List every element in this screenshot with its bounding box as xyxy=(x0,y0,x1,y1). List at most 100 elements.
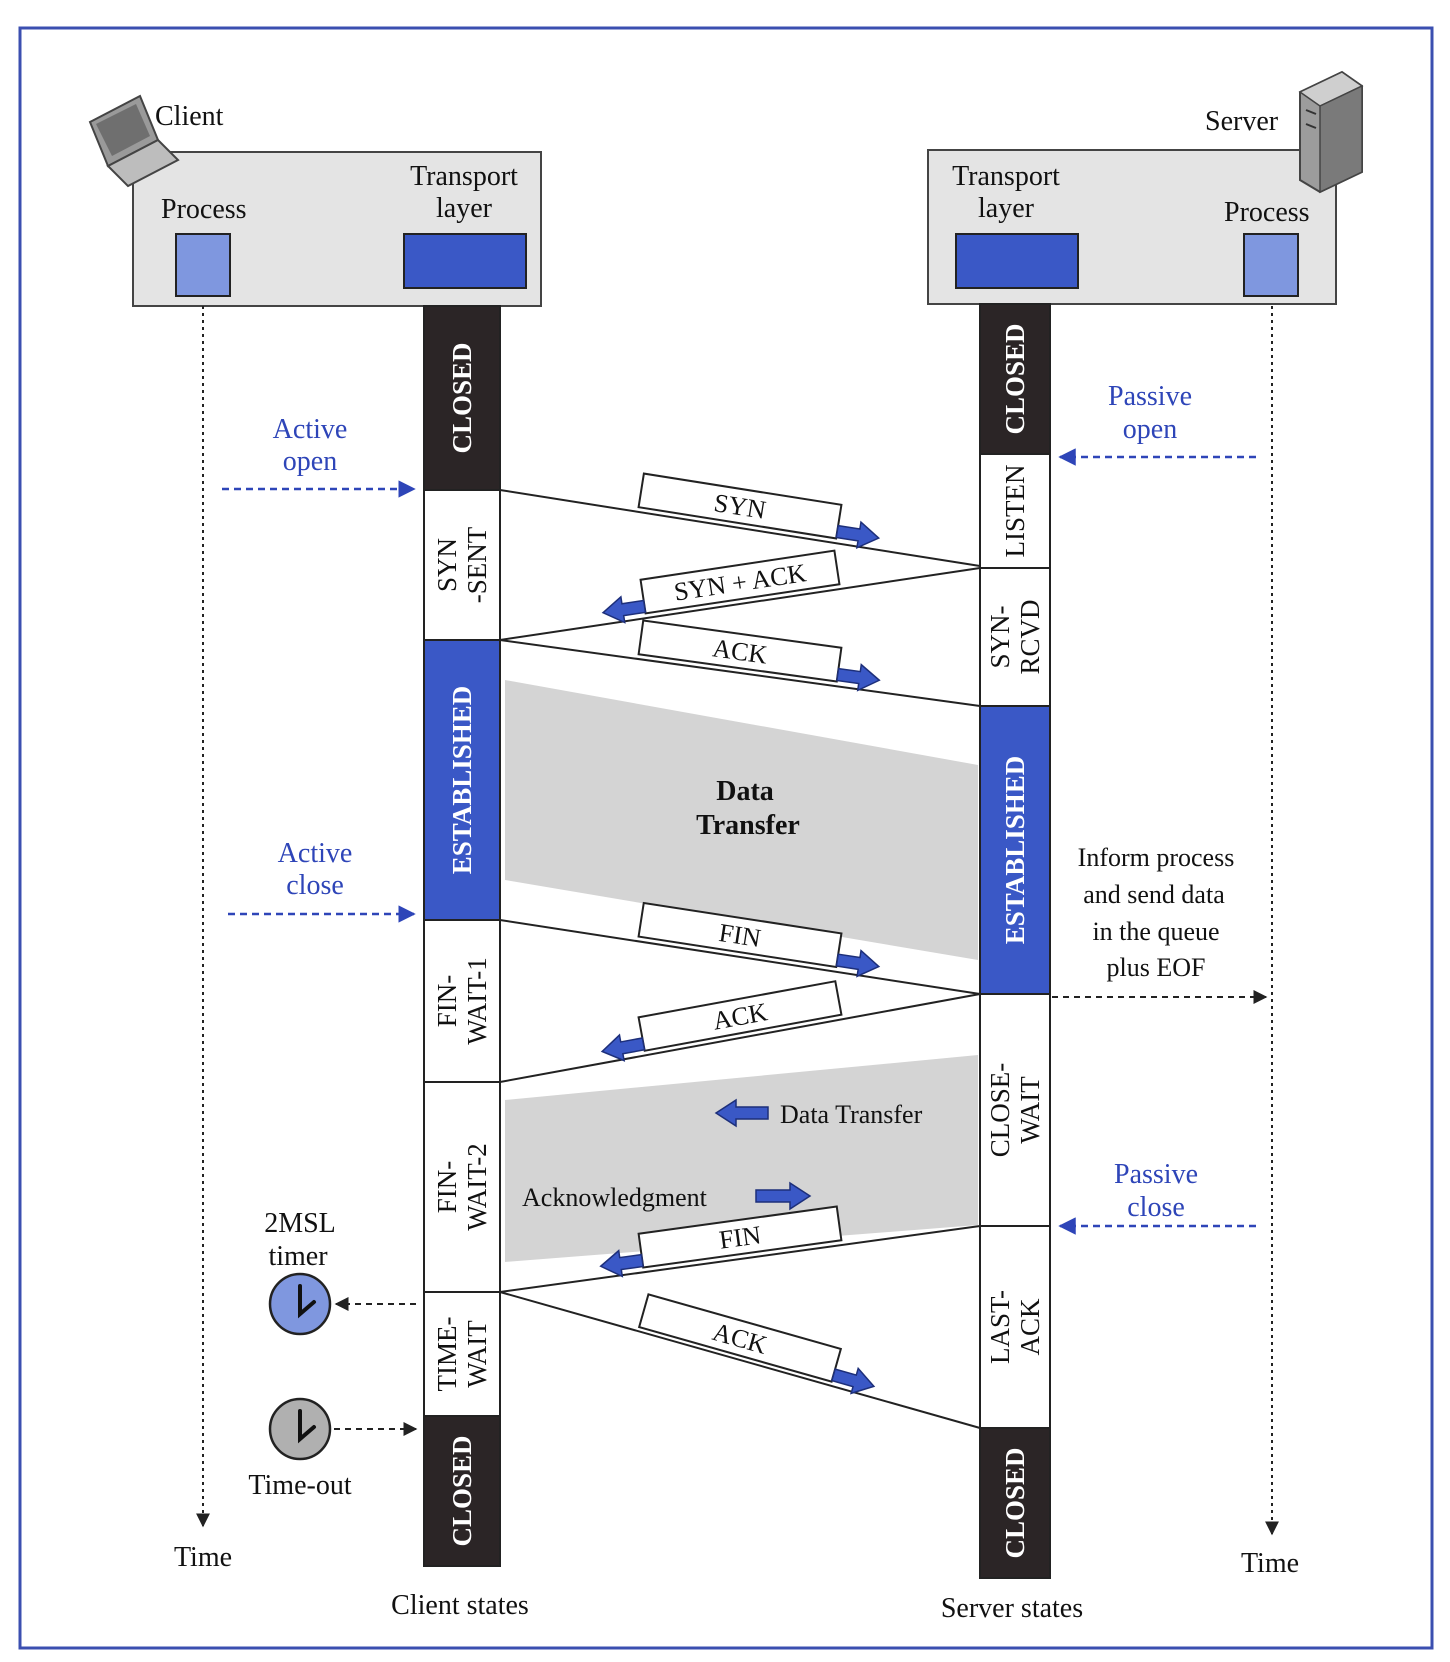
segment-box-6 xyxy=(637,1293,843,1383)
server-state-label-5: LAST-ACK xyxy=(985,1290,1045,1364)
segment-line-0 xyxy=(499,489,981,567)
segment-box-1 xyxy=(639,549,841,615)
server-state-label-3: ESTABLISHED xyxy=(1000,756,1030,945)
segment-direction-arrow-3 xyxy=(835,949,881,978)
server-states-caption: Server states xyxy=(941,1593,1083,1624)
server-time-label: Time xyxy=(1241,1548,1299,1579)
passive-open-label-2: open xyxy=(1123,414,1177,445)
server-transport-box xyxy=(955,233,1079,289)
laptop-icon xyxy=(88,94,180,188)
client-state-label-2: ESTABLISHED xyxy=(447,686,477,875)
segment-4: ACK xyxy=(600,980,843,1062)
passive-close-label: Passive xyxy=(1114,1159,1198,1190)
server-state-label-0: CLOSED xyxy=(1000,323,1030,434)
client-state-label-5: TIME-WAIT xyxy=(432,1317,492,1392)
server-state-4 xyxy=(979,993,1051,1227)
client-state-label-0: CLOSED xyxy=(447,342,477,453)
inform-process-label-2: and send data xyxy=(1083,880,1225,909)
server-transport-label-2: layer xyxy=(978,193,1035,224)
client-process-box xyxy=(175,233,231,297)
client-state-label-4: FIN-WAIT-2 xyxy=(432,1143,492,1231)
client-transport-box xyxy=(403,233,527,289)
segment-3: FIN xyxy=(637,901,881,978)
segment-box-4 xyxy=(637,980,843,1052)
server-transport-label: Transport xyxy=(952,161,1060,192)
data-transfer-label-2: Transfer xyxy=(696,810,800,841)
clock-icon xyxy=(268,1272,332,1336)
inform-process-label-3: in the queue xyxy=(1092,917,1219,946)
segment-line-5 xyxy=(499,1225,981,1293)
segment-1: SYN + ACK xyxy=(601,549,841,624)
client-states-caption: Client states xyxy=(391,1590,529,1621)
client-state-label-3: FIN-WAIT-1 xyxy=(432,957,492,1045)
timer-label-2: timer xyxy=(268,1241,328,1272)
segment-box-3 xyxy=(637,901,843,969)
segment-box-2 xyxy=(637,619,843,683)
server-state-label-4: CLOSE-WAIT xyxy=(985,1063,1045,1158)
server-state-3 xyxy=(979,705,1051,995)
segment-direction-arrow-5 xyxy=(599,1249,644,1278)
outer-frame xyxy=(18,26,1434,1650)
active-open-label: Active xyxy=(273,414,348,445)
server-state-0 xyxy=(979,303,1051,455)
segment-line-4 xyxy=(499,993,981,1083)
half-close-shade xyxy=(505,1055,978,1262)
passive-close-label-2: close xyxy=(1127,1192,1185,1223)
timeout-clock-icon xyxy=(268,1397,332,1461)
segment-line-3 xyxy=(499,919,981,995)
client-time-label: Time xyxy=(174,1542,232,1573)
client-process-label: Process xyxy=(161,194,247,225)
client-transport-label-2: layer xyxy=(436,193,493,224)
server-state-label-1: LISTEN xyxy=(1000,465,1030,558)
segment-box-5 xyxy=(637,1205,843,1269)
client-state-column: CLOSED SYN-SENT ESTABLISHED FIN-WAIT-1 FIN-W… xyxy=(423,305,501,1567)
segment-direction-arrow-0 xyxy=(835,520,881,550)
segment-direction-arrow-6 xyxy=(830,1366,876,1395)
segment-label-3: FIN xyxy=(717,918,763,953)
segment-5: FIN xyxy=(599,1205,843,1278)
server-state-label-6: CLOSED xyxy=(1000,1447,1030,1558)
half-close-ack-label: Acknowledgment xyxy=(522,1183,708,1212)
server-state-label-2: SYN-RCVD xyxy=(985,599,1045,674)
server-label: Server xyxy=(1205,106,1279,137)
segment-label-5: FIN xyxy=(717,1220,763,1254)
client-state-6 xyxy=(423,1415,501,1567)
server-process-label: Process xyxy=(1224,197,1310,228)
right-arrow-icon xyxy=(755,1181,812,1211)
active-close-label-2: close xyxy=(286,870,344,901)
client-state-label-6: CLOSED xyxy=(447,1435,477,1546)
inform-process-label-4: plus EOF xyxy=(1107,953,1206,982)
server-tower-icon xyxy=(1298,70,1364,194)
client-transport-label: Transport xyxy=(410,161,518,192)
segment-line-6 xyxy=(499,1291,981,1429)
timer-label: 2MSL xyxy=(264,1208,336,1239)
client-state-label-1: SYN-SENT xyxy=(432,526,492,603)
client-label: Client xyxy=(155,101,224,132)
segment-direction-arrow-1 xyxy=(601,595,647,624)
server-process-box xyxy=(1243,233,1299,297)
timeout-label: Time-out xyxy=(248,1470,351,1501)
data-transfer-shade xyxy=(505,680,978,960)
segment-0: SYN xyxy=(637,472,881,550)
client-state-4 xyxy=(423,1081,501,1293)
server-state-6 xyxy=(979,1427,1051,1579)
inform-process-label: Inform process xyxy=(1078,843,1235,872)
server-state-2 xyxy=(979,567,1051,707)
segment-line-2 xyxy=(499,639,981,707)
client-state-5 xyxy=(423,1291,501,1417)
half-close-data-label: Data Transfer xyxy=(780,1100,923,1129)
segment-direction-arrow-2 xyxy=(836,663,881,692)
segment-6: ACK xyxy=(637,1293,876,1395)
segment-2: ACK xyxy=(637,619,881,692)
client-state-3 xyxy=(423,919,501,1083)
passive-open-label: Passive xyxy=(1108,381,1192,412)
client-state-2 xyxy=(423,639,501,921)
client-state-0 xyxy=(423,305,501,491)
segment-box-0 xyxy=(637,472,843,540)
active-close-label: Active xyxy=(278,838,353,869)
server-state-column: CLOSED LISTEN SYN-RCVD ESTABLISHED CLOSE-WAI… xyxy=(979,303,1051,1579)
segment-line-1 xyxy=(499,567,981,641)
